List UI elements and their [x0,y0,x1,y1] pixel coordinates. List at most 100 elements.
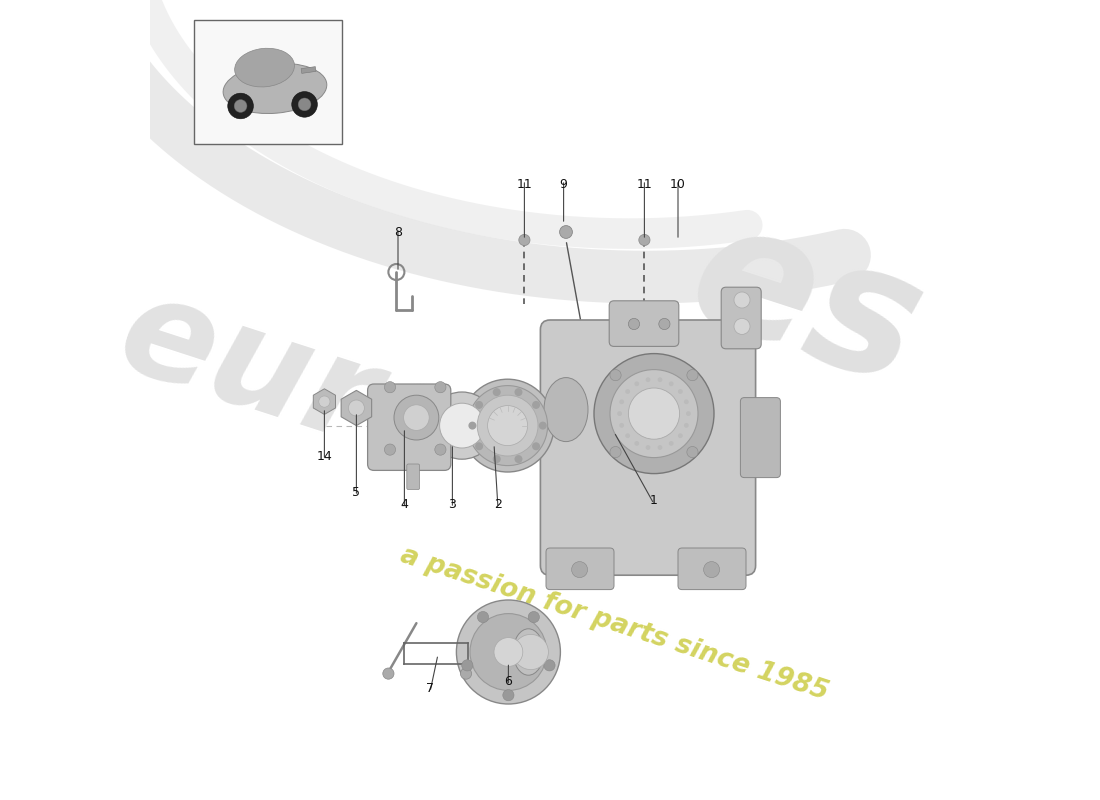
Circle shape [384,444,396,455]
Circle shape [678,389,683,394]
Text: 3: 3 [449,498,456,510]
Circle shape [475,401,483,409]
Text: a passion for parts since 1985: a passion for parts since 1985 [397,542,832,706]
Circle shape [440,403,484,448]
Circle shape [477,395,538,456]
Circle shape [539,422,547,430]
Text: 11: 11 [637,178,652,190]
Ellipse shape [544,378,588,442]
Circle shape [635,382,639,386]
Circle shape [635,441,639,446]
Polygon shape [314,389,336,414]
Circle shape [461,379,554,472]
Circle shape [734,292,750,308]
Circle shape [659,318,670,330]
Text: 14: 14 [317,450,332,462]
Circle shape [519,234,530,246]
Circle shape [572,562,587,578]
Circle shape [669,441,673,446]
Circle shape [686,446,698,458]
Circle shape [678,434,683,438]
Bar [301,66,316,74]
Circle shape [625,389,630,394]
Ellipse shape [223,63,327,114]
Circle shape [609,370,622,381]
Text: 5: 5 [352,486,361,498]
Circle shape [475,442,483,450]
Circle shape [639,234,650,246]
Circle shape [543,660,556,671]
Text: es: es [670,185,943,423]
Circle shape [456,600,560,704]
Circle shape [349,400,364,416]
Text: euro: euro [103,265,485,503]
Polygon shape [341,390,372,426]
Circle shape [493,388,500,396]
Circle shape [704,562,719,578]
Circle shape [658,378,662,382]
Circle shape [646,445,650,450]
Text: 2: 2 [494,498,502,510]
Circle shape [610,370,698,458]
Circle shape [383,668,394,679]
Circle shape [658,445,662,450]
FancyBboxPatch shape [722,287,761,349]
FancyBboxPatch shape [609,301,679,346]
Circle shape [428,392,496,459]
Circle shape [462,660,473,671]
FancyBboxPatch shape [540,320,756,575]
FancyBboxPatch shape [546,548,614,590]
Circle shape [734,318,750,334]
Circle shape [469,422,476,430]
Ellipse shape [234,48,295,87]
Circle shape [493,455,500,463]
Circle shape [503,690,514,701]
Circle shape [515,455,522,463]
Circle shape [594,354,714,474]
FancyBboxPatch shape [407,464,419,490]
Circle shape [494,638,522,666]
Text: 6: 6 [505,675,513,688]
Circle shape [470,614,547,690]
Circle shape [619,423,624,428]
Text: 10: 10 [670,178,686,190]
Circle shape [646,378,650,382]
Circle shape [625,434,630,438]
Circle shape [628,388,680,439]
FancyBboxPatch shape [678,548,746,590]
Circle shape [394,395,439,440]
FancyBboxPatch shape [367,384,451,470]
Circle shape [528,611,539,622]
Circle shape [560,226,572,238]
Circle shape [609,446,622,458]
Circle shape [514,634,549,670]
Circle shape [686,370,698,381]
Text: 4: 4 [400,498,408,510]
Circle shape [468,386,548,466]
Text: 1: 1 [650,494,658,506]
Circle shape [532,442,540,450]
Circle shape [434,382,446,393]
Text: 8: 8 [394,226,402,238]
Circle shape [228,94,253,118]
Circle shape [515,388,522,396]
Circle shape [617,411,621,416]
Circle shape [298,98,311,111]
FancyBboxPatch shape [740,398,780,478]
Circle shape [434,444,446,455]
Circle shape [461,668,472,679]
Circle shape [684,423,689,428]
Circle shape [619,399,624,404]
Circle shape [532,401,540,409]
Text: 11: 11 [517,178,532,190]
Circle shape [669,382,673,386]
Text: 7: 7 [426,682,434,694]
Ellipse shape [514,629,543,675]
Circle shape [628,318,639,330]
Text: 9: 9 [560,178,568,190]
Circle shape [384,382,396,393]
Bar [194,20,342,144]
Circle shape [292,92,318,118]
Circle shape [684,399,689,404]
Circle shape [487,406,528,446]
